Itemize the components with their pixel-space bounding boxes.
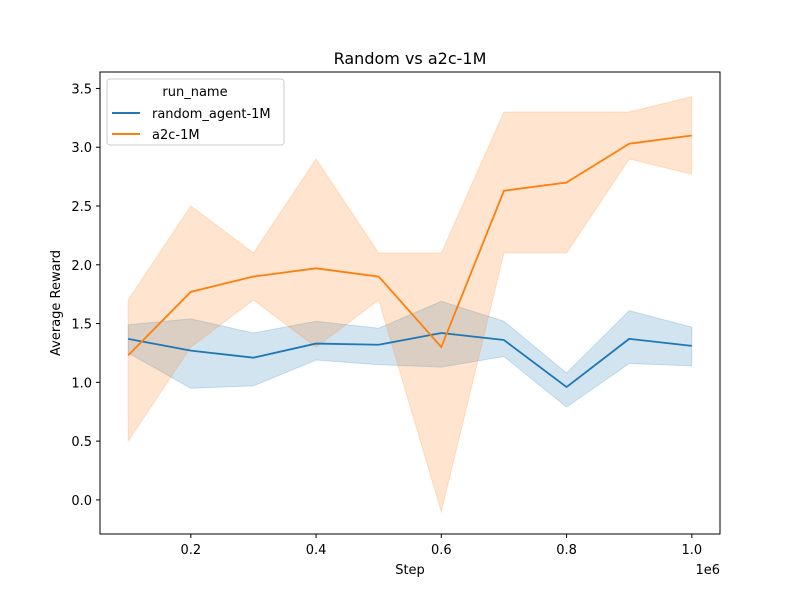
- y-axis-label: Average Reward: [49, 250, 64, 356]
- legend-entry: random_agent-1M: [152, 107, 271, 122]
- y-tick-label: 2.5: [71, 200, 92, 215]
- y-tick-label: 0.0: [71, 494, 92, 509]
- x-offset-label: 1e6: [695, 563, 720, 578]
- chart-title: Random vs a2c-1M: [334, 49, 487, 68]
- series-lines: [127, 134, 692, 389]
- confidence-bands: [127, 96, 693, 514]
- y-tick-label: 0.5: [71, 435, 92, 450]
- y-tick-label: 3.5: [71, 82, 92, 97]
- legend-box: [106, 78, 285, 146]
- x-tick-label: 0.2: [180, 543, 201, 558]
- band-0: [127, 300, 693, 408]
- y-tick-label: 2.0: [71, 259, 92, 274]
- band-1: [127, 96, 693, 514]
- series-line-1: [127, 134, 692, 356]
- x-tick-label: 1.0: [681, 543, 702, 558]
- y-axis: 0.0 0.5 1.0 1.5 2.0 2.5 3.0 3.5: [71, 82, 100, 509]
- y-tick-label: 1.5: [71, 318, 92, 333]
- y-tick-label: 3.0: [71, 141, 92, 156]
- x-axis: 0.2 0.4 0.6 0.8 1.0: [180, 534, 702, 558]
- x-tick-label: 0.8: [556, 543, 577, 558]
- series-line-0: [128, 332, 692, 389]
- legend: run_name random_agent-1M a2c-1M: [106, 78, 285, 146]
- x-tick-label: 0.6: [431, 543, 452, 558]
- plot-frame: [99, 71, 721, 535]
- legend-entry: a2c-1M: [152, 128, 200, 143]
- y-tick-label: 1.0: [71, 376, 92, 391]
- legend-title: run_name: [162, 85, 227, 100]
- x-tick-label: 0.4: [306, 543, 327, 558]
- x-axis-label: Step: [395, 563, 425, 578]
